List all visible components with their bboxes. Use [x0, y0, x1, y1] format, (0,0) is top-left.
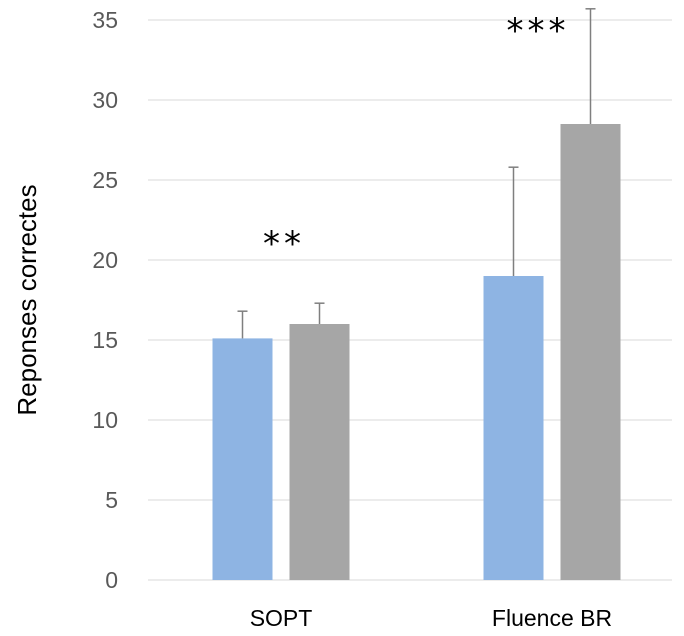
y-tick-label: 5: [105, 487, 118, 513]
x-axis-categories: SOPT Fluence BR: [250, 605, 612, 631]
y-tick-label: 30: [92, 87, 118, 113]
y-axis-label: Reponses correctes: [12, 184, 42, 415]
y-axis-ticks: 0 5 10 15 20 25 30 35: [92, 7, 118, 593]
y-tick-label: 15: [92, 327, 118, 353]
x-category-label: Fluence BR: [492, 605, 612, 631]
error-bar: [508, 166, 519, 276]
bar: [289, 324, 350, 580]
error-bar: [585, 8, 596, 124]
error-bar: [314, 302, 325, 324]
bar: [560, 124, 621, 580]
bar: [483, 276, 544, 580]
y-tick-label: 20: [92, 247, 118, 273]
x-category-label: SOPT: [250, 605, 313, 631]
y-tick-label: 10: [92, 407, 118, 433]
y-tick-label: 25: [92, 167, 118, 193]
error-bars: [237, 8, 596, 339]
y-tick-label: 35: [92, 7, 118, 33]
significance-marker: **: [263, 224, 305, 264]
significance-markers: *****: [263, 11, 570, 264]
bars: [212, 124, 621, 580]
error-bar: [237, 310, 248, 339]
y-tick-label: 0: [105, 567, 118, 593]
bar: [212, 338, 273, 580]
significance-marker: ***: [507, 11, 570, 51]
